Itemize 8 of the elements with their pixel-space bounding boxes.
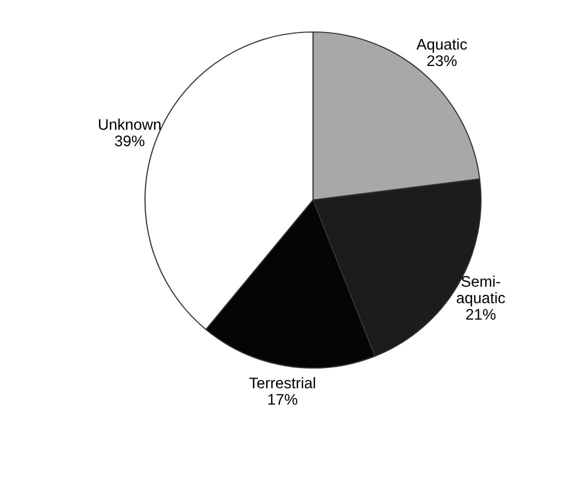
slice-label: Aquatic <box>416 38 467 53</box>
data-label: 39% <box>114 135 144 146</box>
slice-label: Semi-aquatic <box>456 276 505 306</box>
slice-label: Terrestrial <box>249 377 316 388</box>
slice-label: Unknown <box>98 118 160 130</box>
data-label: 17% <box>268 394 298 405</box>
data-label: 21% <box>466 308 496 320</box>
data-label: 23% <box>427 55 457 66</box>
